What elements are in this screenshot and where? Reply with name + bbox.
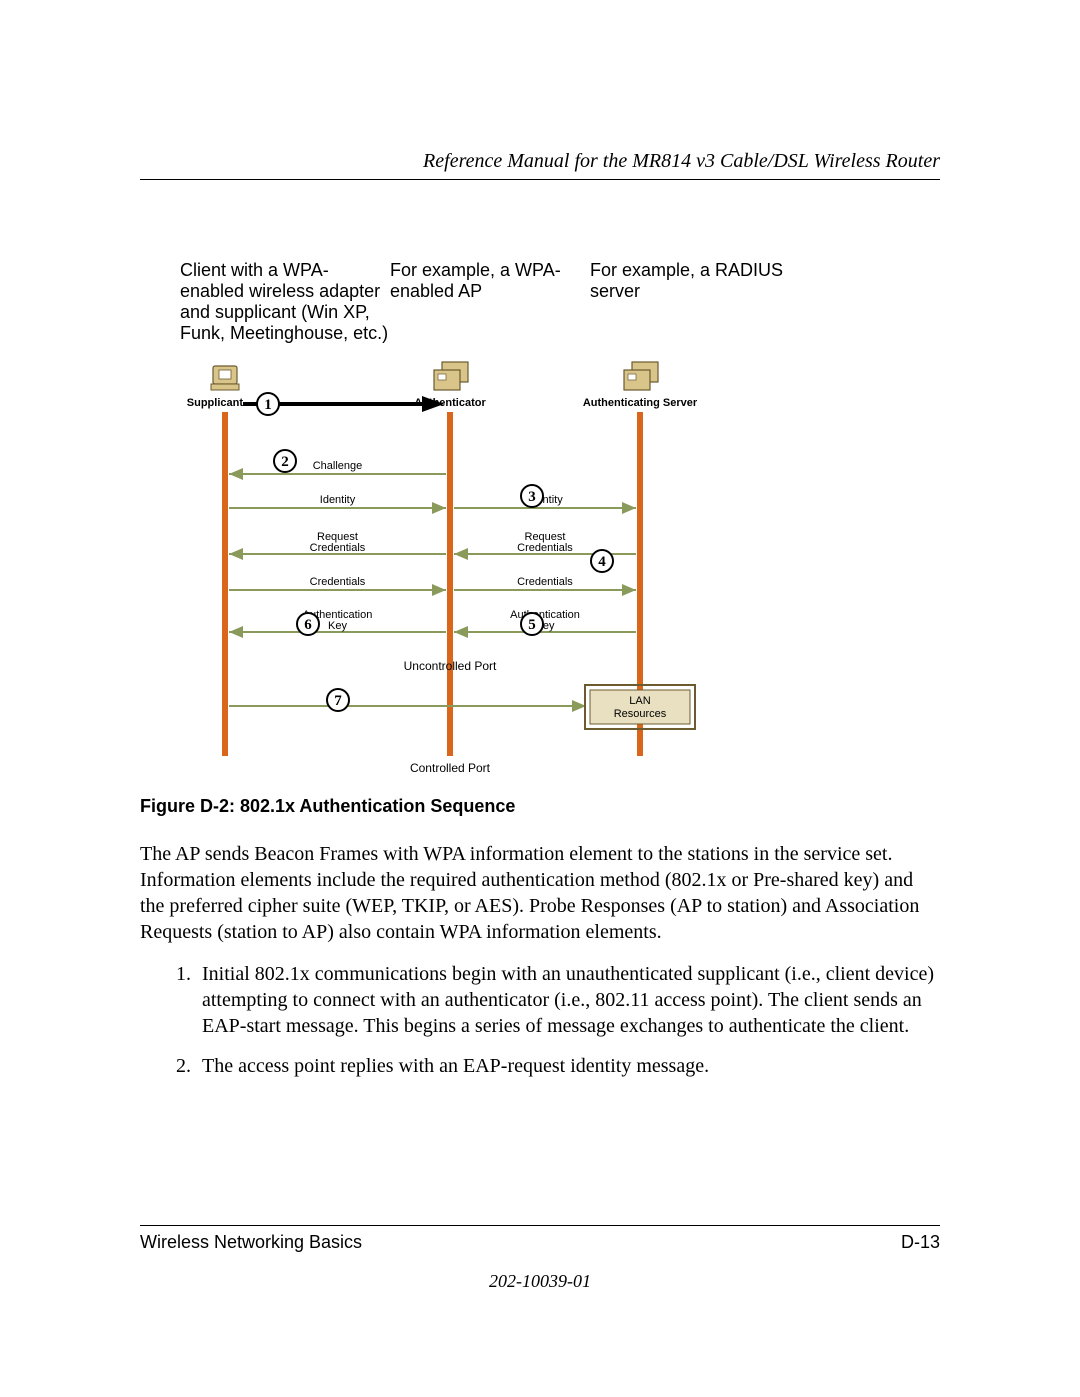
svg-text:1: 1	[264, 397, 272, 413]
svg-text:6: 6	[304, 617, 312, 633]
svg-text:5: 5	[528, 617, 536, 633]
svg-text:Credentials: Credentials	[310, 542, 366, 554]
svg-text:Credentials: Credentials	[517, 576, 573, 588]
svg-text:Key: Key	[328, 620, 347, 632]
svg-text:3: 3	[528, 489, 536, 505]
numbered-list: Initial 802.1x communications begin with…	[140, 961, 940, 1079]
page-header-title: Reference Manual for the MR814 v3 Cable/…	[140, 150, 940, 180]
footer-right: D-13	[901, 1232, 940, 1253]
svg-text:LAN: LAN	[629, 695, 650, 707]
label-server: For example, a RADIUS server	[590, 260, 790, 344]
svg-text:Credentials: Credentials	[310, 576, 366, 588]
footer-left: Wireless Networking Basics	[140, 1232, 362, 1253]
svg-text:7: 7	[334, 693, 342, 709]
svg-text:Uncontrolled Port: Uncontrolled Port	[404, 659, 497, 673]
svg-text:Identity: Identity	[320, 494, 356, 506]
list-item: Initial 802.1x communications begin with…	[196, 961, 940, 1039]
svg-text:Controlled Port: Controlled Port	[410, 761, 491, 775]
svg-text:2: 2	[281, 454, 289, 470]
svg-text:Supplicant: Supplicant	[187, 397, 244, 409]
diagram-block: Client with a WPA-enabled wireless adapt…	[140, 260, 940, 817]
list-item: The access point replies with an EAP-req…	[196, 1053, 940, 1079]
label-ap: For example, a WPA-enabled AP	[390, 260, 590, 344]
svg-text:Authenticating Server: Authenticating Server	[583, 397, 698, 409]
auth-sequence-diagram: SupplicantAuthenticatorAuthenticating Se…	[180, 356, 730, 776]
label-client: Client with a WPA-enabled wireless adapt…	[140, 260, 390, 344]
figure-caption: Figure D-2: 802.1x Authentication Sequen…	[140, 796, 940, 817]
svg-text:Challenge: Challenge	[313, 460, 363, 472]
intro-paragraph: The AP sends Beacon Frames with WPA info…	[140, 841, 940, 945]
svg-text:Credentials: Credentials	[517, 542, 573, 554]
svg-text:4: 4	[598, 554, 606, 570]
doc-number: 202-10039-01	[140, 1271, 940, 1292]
svg-text:Resources: Resources	[614, 708, 667, 720]
